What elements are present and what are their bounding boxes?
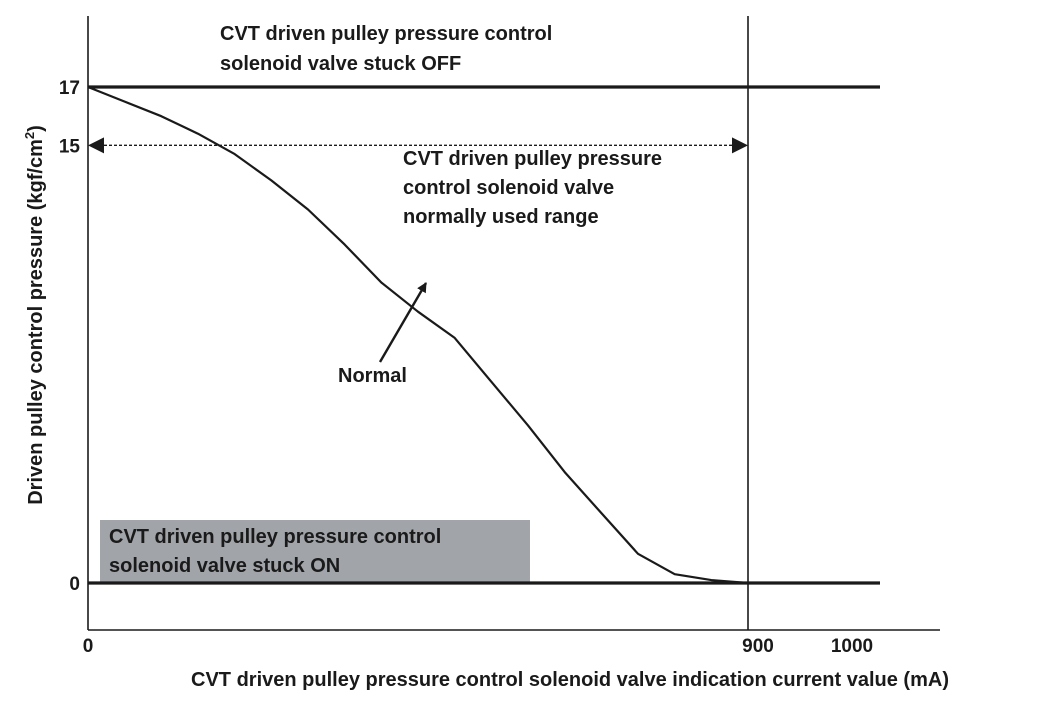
normal-pointer-arrow <box>378 282 428 363</box>
normal-range-annotation-line-2: control solenoid valve <box>403 177 614 199</box>
stuck-on-box <box>100 520 530 582</box>
y-axis-label: Driven pulley control pressure (kgf/cm2) <box>22 125 47 505</box>
x-axis-label: CVT driven pulley pressure control solen… <box>191 669 949 691</box>
normal-range-annotation-line-3: normally used range <box>403 206 599 228</box>
stuck-on-annotation-line-1: CVT driven pulley pressure control <box>109 526 441 548</box>
range-arrow-left <box>88 137 104 154</box>
x-tick-label: 0 <box>83 636 94 657</box>
y-tick-label: 17 <box>59 78 80 99</box>
normal-series-label: Normal <box>338 365 407 387</box>
y-tick-label: 15 <box>59 136 81 157</box>
x-tick-label: 1000 <box>831 636 873 657</box>
x-tick-label: 900 <box>742 636 774 657</box>
y-tick-label: 0 <box>69 574 80 595</box>
stuck-on-annotation-line-2: solenoid valve stuck ON <box>109 555 340 577</box>
range-arrow-right <box>732 137 748 154</box>
series-line-normal <box>87 85 749 585</box>
normal-range-annotation-line-1: CVT driven pulley pressure <box>403 148 662 170</box>
stuck-off-annotation-line-2: solenoid valve stuck OFF <box>220 53 461 75</box>
stuck-off-annotation-line-1: CVT driven pulley pressure control <box>220 23 552 45</box>
